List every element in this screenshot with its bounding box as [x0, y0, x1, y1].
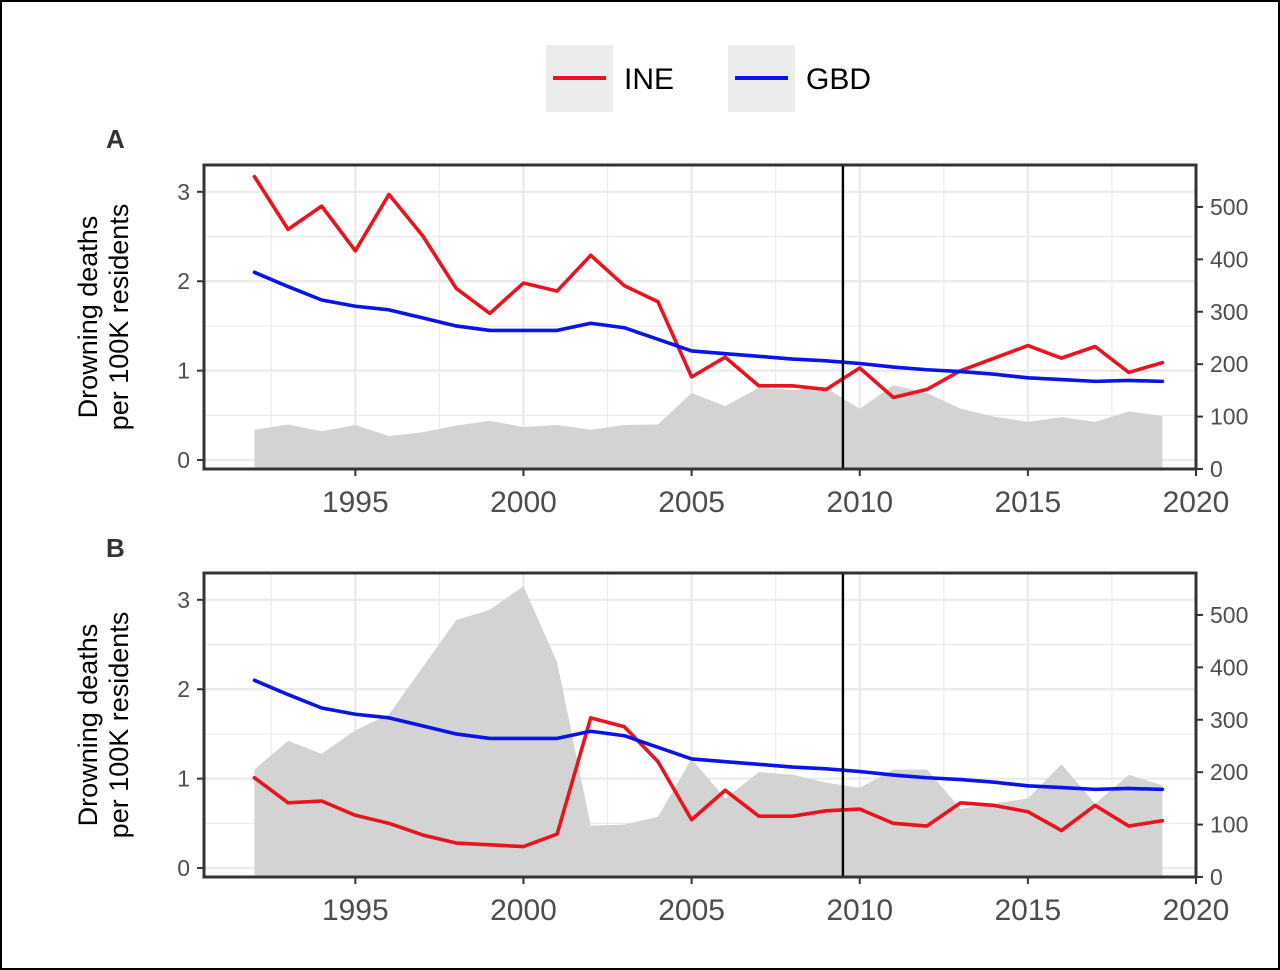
line-series-gbd [252, 678, 1165, 792]
tick-label-left: 1 [177, 766, 190, 792]
tick-label-left: 3 [177, 587, 190, 613]
y-axis-label-line: Drowning deaths [73, 216, 103, 419]
tick-label-left: 0 [177, 447, 190, 473]
tick-label-right: 500 [1210, 194, 1248, 220]
tick-label-x: 2005 [658, 486, 725, 519]
legend: INE GBD [546, 45, 871, 112]
tick-label-x: 2000 [490, 486, 557, 519]
tick-label-x: 2010 [826, 486, 893, 519]
tick-label-x: 1995 [322, 486, 389, 519]
legend-label-gbd: GBD [806, 63, 871, 96]
tick-label-right: 400 [1210, 246, 1248, 272]
tick-label-x: 2010 [826, 894, 893, 927]
y-axis-label-line: per 100K residents [104, 612, 134, 839]
panel-border [202, 163, 1198, 471]
tick-label-right: 500 [1210, 602, 1248, 628]
legend-label-ine: INE [624, 63, 674, 96]
tick-label-left: 3 [177, 179, 190, 205]
tick-label-x: 2015 [994, 486, 1061, 519]
tick-label-right: 0 [1210, 456, 1223, 482]
panel-tag-a: A [106, 124, 125, 154]
area-series [254, 586, 1163, 877]
panel-a: 0 1 2 3 0 100 200 300 400 500 1995 2000 2005 2010 2015… [73, 124, 1248, 519]
tick-label-right: 200 [1210, 351, 1248, 377]
y-axis-label: Drowning deathsper 100K residents [73, 612, 134, 839]
line-series-ine [252, 716, 1165, 849]
tick-label-right: 100 [1210, 812, 1248, 838]
y-axis-label-line: Drowning deaths [73, 624, 103, 827]
tick-label-left: 0 [177, 855, 190, 881]
y-axis-label: Drowning deathsper 100K residents [73, 204, 134, 431]
tick-label-right: 300 [1210, 707, 1248, 733]
tick-label-x: 2020 [1163, 894, 1230, 927]
panel-border [202, 571, 1198, 879]
tick-label-x: 2020 [1163, 486, 1230, 519]
tick-label-right: 400 [1210, 654, 1248, 680]
line-series-ine [252, 174, 1165, 400]
panel-tag-b: B [106, 533, 125, 563]
line-series-gbd [252, 270, 1165, 384]
tick-label-x: 2000 [490, 894, 557, 927]
area-series [254, 385, 1163, 469]
legend-item-gbd: GBD [728, 45, 871, 112]
tick-label-x: 2005 [658, 894, 725, 927]
tick-label-left: 2 [177, 676, 190, 702]
tick-label-right: 200 [1210, 759, 1248, 785]
tick-label-right: 0 [1210, 864, 1223, 890]
tick-label-x: 1995 [322, 894, 389, 927]
tick-label-right: 300 [1210, 299, 1248, 325]
y-axis-label-line: per 100K residents [104, 204, 134, 431]
tick-label-left: 1 [177, 358, 190, 384]
tick-label-left: 2 [177, 268, 190, 294]
panel-b: 0 1 2 3 0 100 200 300 400 500 1995 2000 2005 2010 2015… [73, 533, 1248, 927]
legend-item-ine: INE [546, 45, 674, 112]
tick-label-right: 100 [1210, 404, 1248, 430]
tick-label-x: 2015 [994, 894, 1061, 927]
